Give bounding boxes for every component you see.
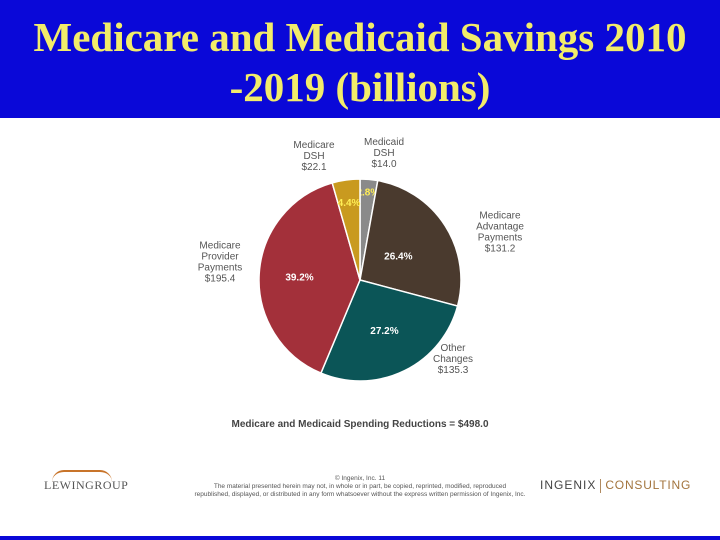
pie-chart: 2.8%26.4%27.2%39.2%4.4%MedicaidDSH$14.0M… — [198, 137, 524, 382]
chart-caption: Medicare and Medicaid Spending Reduction… — [231, 419, 489, 430]
value-label-medicare-provider-payments: $195.4 — [205, 274, 236, 285]
logo-swoosh-icon — [52, 470, 112, 482]
value-label-medicaid-dsh: $14.0 — [371, 159, 396, 170]
pie-slice-medicare-provider-payments — [258, 181, 361, 375]
value-label-other-changes: $135.3 — [438, 365, 469, 376]
slice-name-label-medicare-provider-payments: Provider — [201, 252, 239, 263]
pct-label-medicare-dsh: 4.4% — [338, 198, 361, 209]
slide-title-line-1: Medicare and Medicaid Savings 2010 — [33, 14, 687, 60]
logo-divider — [600, 478, 602, 493]
pie-slice-medicare-dsh — [331, 178, 361, 281]
lewin-group-logo: LEWINGROUP — [44, 470, 128, 493]
copyright-line-3: republished, displayed, or distributed i… — [194, 491, 526, 498]
slice-name-label-medicaid-dsh: DSH — [373, 148, 394, 159]
copyright-line-1: © Ingenix, Inc. 11 — [334, 475, 386, 482]
slice-name-label-medicare-dsh: DSH — [303, 151, 324, 162]
slice-name-label-other-changes: Changes — [433, 354, 473, 365]
slice-name-label-medicare-dsh: Medicare — [293, 140, 335, 151]
pie-slice-other-changes — [319, 279, 459, 382]
slice-name-label-other-changes: Other — [440, 343, 466, 354]
copyright-notice: © Ingenix, Inc. 11 The material presente… — [170, 475, 550, 499]
bottom-border — [0, 536, 720, 540]
slice-name-label-medicare-provider-payments: Medicare — [199, 241, 241, 252]
pct-label-other-changes: 27.2% — [370, 326, 398, 337]
pct-label-medicare-provider-payments: 39.2% — [285, 272, 313, 283]
consulting-logo-text: CONSULTING — [605, 478, 692, 492]
slice-name-label-medicare-provider-payments: Payments — [198, 263, 242, 274]
slice-name-label-medicare-advantage-payments: Payments — [478, 233, 522, 244]
pct-label-medicaid-dsh: 2.8% — [356, 187, 379, 198]
pie-slice-medicare-advantage-payments — [359, 179, 462, 307]
pct-label-medicare-advantage-payments: 26.4% — [384, 252, 412, 263]
slide-title-line-2: -2019 (billions) — [229, 64, 491, 110]
slice-name-label-medicare-advantage-payments: Medicare — [479, 211, 521, 222]
ingenix-logo-text: INGENIX — [540, 478, 597, 492]
value-label-medicare-advantage-payments: $131.2 — [485, 244, 516, 255]
value-label-medicare-dsh: $22.1 — [301, 162, 326, 173]
ingenix-consulting-logo: INGENIX CONSULTING — [540, 478, 691, 493]
title-bar: Medicare and Medicaid Savings 2010 -2019… — [0, 0, 720, 118]
slice-name-label-medicaid-dsh: Medicaid — [364, 137, 404, 148]
slice-name-label-medicare-advantage-payments: Advantage — [476, 222, 524, 233]
copyright-line-2: The material presented herein may not, i… — [213, 483, 507, 490]
